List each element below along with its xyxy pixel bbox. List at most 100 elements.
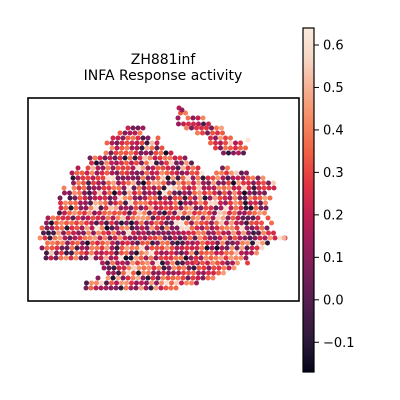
- spot: [149, 281, 154, 286]
- spot: [134, 281, 139, 286]
- spot: [189, 221, 194, 226]
- spot: [194, 251, 199, 256]
- spot: [64, 221, 69, 226]
- spot: [123, 131, 128, 136]
- spot: [111, 276, 116, 281]
- spot: [55, 241, 60, 246]
- spot: [172, 191, 177, 196]
- spot: [100, 246, 105, 251]
- spot: [141, 271, 146, 276]
- spot: [162, 211, 167, 216]
- spot: [135, 226, 140, 231]
- spot: [271, 231, 276, 236]
- spot: [109, 256, 114, 261]
- spot: [226, 231, 231, 236]
- spot: [191, 216, 196, 221]
- spot: [84, 221, 89, 226]
- spot: [213, 236, 218, 241]
- spot: [208, 236, 213, 241]
- spot: [178, 236, 183, 241]
- spot: [91, 176, 96, 181]
- spot: [40, 226, 45, 231]
- spot: [132, 266, 137, 271]
- spot: [49, 221, 54, 226]
- spot: [206, 271, 211, 276]
- spot: [164, 256, 169, 261]
- spot: [165, 261, 170, 266]
- spot: [249, 221, 254, 226]
- spot: [84, 251, 89, 256]
- spot: [218, 201, 223, 206]
- spot: [123, 236, 128, 241]
- spot: [88, 196, 93, 201]
- spot: [201, 231, 206, 236]
- spot: [211, 176, 216, 181]
- spot: [149, 251, 154, 256]
- spot: [141, 176, 146, 181]
- spot: [214, 206, 219, 211]
- spot: [66, 231, 71, 236]
- spot: [160, 226, 165, 231]
- spot: [70, 226, 75, 231]
- spot: [179, 221, 184, 226]
- spot: [174, 281, 179, 286]
- spot: [256, 176, 261, 181]
- spot: [158, 201, 163, 206]
- spot: [46, 216, 51, 221]
- spot: [121, 231, 126, 236]
- spot: [221, 151, 226, 156]
- spot: [44, 256, 49, 261]
- spot: [134, 256, 139, 261]
- spot: [260, 246, 265, 251]
- spot: [104, 251, 109, 256]
- spot: [156, 166, 161, 171]
- spot: [184, 161, 189, 166]
- spot: [130, 146, 135, 151]
- spot: [128, 201, 133, 206]
- spot: [134, 151, 139, 156]
- spot: [71, 176, 76, 181]
- spot: [151, 216, 156, 221]
- spot: [238, 141, 243, 146]
- spot: [265, 241, 270, 246]
- spot: [139, 281, 144, 286]
- spot: [217, 211, 222, 216]
- spot: [120, 146, 125, 151]
- spot: [212, 191, 217, 196]
- spot: [126, 181, 131, 186]
- spot: [243, 146, 248, 151]
- spot: [199, 256, 204, 261]
- spot: [141, 216, 146, 221]
- spot: [119, 251, 124, 256]
- spot: [89, 221, 94, 226]
- spot: [144, 161, 149, 166]
- spot: [196, 271, 201, 276]
- spot: [69, 206, 74, 211]
- spot: [210, 241, 215, 246]
- spot: [221, 176, 226, 181]
- spot: [144, 151, 149, 156]
- spot: [205, 131, 210, 136]
- spot: [154, 221, 159, 226]
- spot: [219, 256, 224, 261]
- spot: [173, 156, 178, 161]
- spot: [223, 146, 228, 151]
- spot: [181, 276, 186, 281]
- spot: [229, 206, 234, 211]
- spot: [50, 246, 55, 251]
- spot: [170, 261, 175, 266]
- spot: [142, 191, 147, 196]
- spot: [260, 226, 265, 231]
- spot: [251, 216, 256, 221]
- spot: [138, 156, 143, 161]
- spot: [94, 206, 99, 211]
- spot: [111, 136, 116, 141]
- spot: [210, 131, 215, 136]
- spot: [103, 236, 108, 241]
- colorbar-tick-label: 0.2: [323, 208, 344, 223]
- spot: [130, 171, 135, 176]
- spot: [157, 186, 162, 191]
- spot: [114, 251, 119, 256]
- spot: [166, 176, 171, 181]
- spot: [197, 186, 202, 191]
